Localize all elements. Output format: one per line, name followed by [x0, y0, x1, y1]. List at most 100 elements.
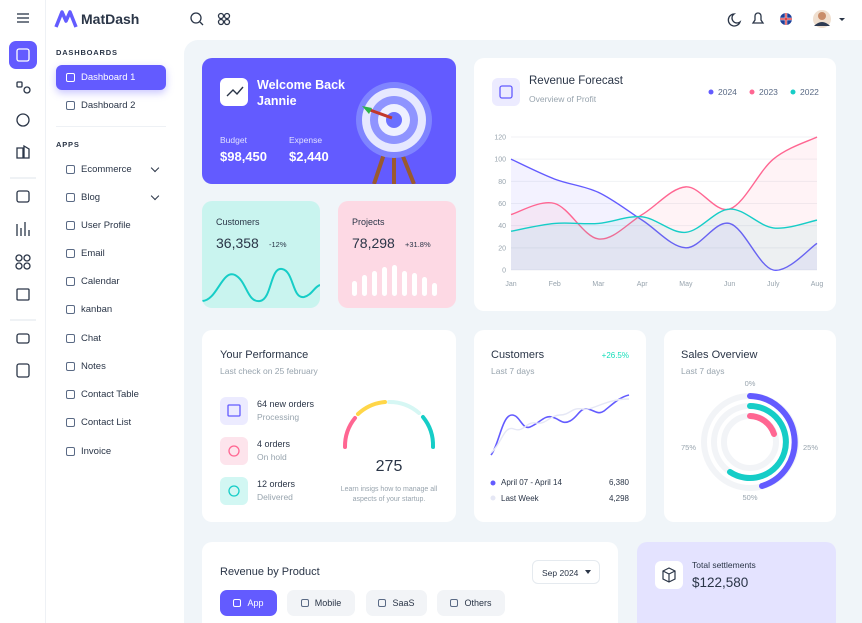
nav-item[interactable]: Calendar [56, 269, 166, 294]
legend-value: 4,298 [608, 494, 629, 503]
nav-icon [66, 193, 75, 202]
divider [56, 126, 166, 127]
card-value: 36,358 [216, 235, 259, 251]
nav-item[interactable]: Dashboard 1 [56, 65, 166, 90]
period-select[interactable]: Sep 2024 [532, 560, 600, 584]
ring-label: 75% [681, 443, 697, 452]
card-change: +26.5% [601, 351, 629, 360]
projects-card: Projects 78,298 +31.8% [338, 201, 456, 308]
nav-item[interactable]: User Profile [56, 213, 166, 238]
welcome-art [220, 78, 432, 184]
nav-label: Blog [81, 192, 101, 203]
y-tick-label: 60 [498, 201, 506, 208]
legend-label: 2022 [800, 87, 819, 97]
ring-label: 0% [744, 379, 756, 388]
welcome-card: Welcome Back Jannie Budget $98,450 Expen… [202, 58, 456, 184]
x-tick-label: Feb [549, 281, 561, 288]
card-title: Your Performance [220, 349, 309, 361]
sales-rings [701, 393, 799, 491]
stat-label: Expense [289, 135, 323, 145]
customers-chart-card: Customers +26.5% Last 7 days April 07 - … [474, 330, 646, 522]
settlements-card: Total settlements $122,580 [637, 542, 836, 623]
legend-marker [749, 89, 755, 95]
section-title: DASHBOARDS [56, 48, 118, 57]
card-title: Sales Overview [681, 349, 758, 361]
icon-rail [0, 0, 46, 623]
performance-art [220, 397, 436, 505]
card-label: Projects [352, 217, 385, 227]
legend-marker [790, 89, 796, 95]
nav-item[interactable]: Contact List [56, 410, 166, 435]
topbar-icons [190, 10, 845, 28]
legend-label: April 07 - April 14 [501, 478, 562, 487]
card-value: 78,298 [352, 235, 395, 251]
nav-item[interactable]: Blog [56, 185, 166, 210]
y-tick-label: 20 [498, 245, 506, 252]
logo-icon [54, 10, 78, 28]
nav-item[interactable]: Chat [56, 326, 166, 351]
caret [585, 570, 591, 574]
nav-item[interactable]: Dashboard 2 [56, 93, 166, 118]
tab[interactable]: Mobile [287, 590, 355, 616]
tab[interactable]: SaaS [366, 590, 427, 616]
order-title: 4 orders [257, 439, 291, 449]
nav-icon [66, 165, 75, 174]
chevron [150, 163, 160, 173]
settlements-icon [655, 561, 683, 589]
chevron [150, 191, 160, 201]
y-tick-label: 120 [494, 135, 506, 142]
y-tick-label: 100 [494, 157, 506, 164]
card-change: +31.8% [405, 240, 431, 249]
nav-item[interactable]: Email [56, 241, 166, 266]
nav-label: Invoice [81, 446, 112, 457]
nav-icon [66, 334, 75, 343]
series-line [510, 208, 818, 234]
nav-item[interactable]: kanban [56, 297, 166, 322]
stat-value: $2,440 [289, 149, 329, 164]
series-area [511, 137, 817, 270]
period-label: Sep 2024 [542, 568, 579, 578]
tab-label: SaaS [392, 598, 415, 608]
customers-card: Customers 36,358 -12% [202, 201, 320, 308]
nav-item[interactable]: Invoice [56, 439, 166, 464]
customers-sparkline [490, 394, 630, 456]
nav-label: Contact List [81, 417, 132, 428]
stat-value: $98,450 [220, 149, 267, 164]
nav-item[interactable]: Contact Table [56, 382, 166, 407]
tab[interactable]: App [220, 590, 277, 616]
tab-label: App [247, 598, 264, 608]
y-tick-label: 80 [498, 179, 506, 186]
nav-item[interactable]: Ecommerce [56, 157, 166, 182]
chart-title: Revenue Forecast [529, 75, 624, 87]
tab[interactable]: Others [437, 590, 505, 616]
legend-dots [490, 480, 496, 501]
x-tick-label: Aug [811, 281, 824, 288]
nav-label: Dashboard 2 [81, 100, 136, 111]
stat-label: Budget [220, 135, 247, 145]
nav-label: Ecommerce [81, 164, 132, 175]
nav-label: Dashboard 1 [81, 72, 136, 83]
nav-label: Chat [81, 333, 102, 344]
series-line [510, 158, 818, 271]
chart-subtitle: Overview of Profit [529, 94, 597, 104]
order-title: 12 orders [257, 479, 296, 489]
sales-overview-card: Sales Overview Last 7 days 0% 25% 50% 75… [664, 330, 836, 522]
tab-icon [300, 599, 309, 607]
series-line [510, 136, 818, 240]
ring-label: 50% [742, 493, 758, 502]
nav-icon [66, 277, 75, 286]
sparkline [202, 268, 320, 303]
card-subtitle: Last 7 days [681, 366, 725, 376]
nav-item[interactable]: Notes [56, 354, 166, 379]
card-label: Customers [216, 217, 260, 227]
nav-icon [66, 390, 75, 399]
nav-label: kanban [81, 304, 113, 315]
nav-label: Contact Table [81, 389, 139, 400]
nav-label: Notes [81, 361, 106, 372]
brand: MatDash [81, 11, 140, 27]
series-area [511, 159, 817, 271]
chart: Revenue Forecast Overview of Profit 0 20 4… [492, 75, 824, 288]
y-tick-label: 40 [498, 223, 506, 230]
card-subtitle: Last 7 days [491, 366, 535, 376]
legend-marker [708, 89, 714, 95]
